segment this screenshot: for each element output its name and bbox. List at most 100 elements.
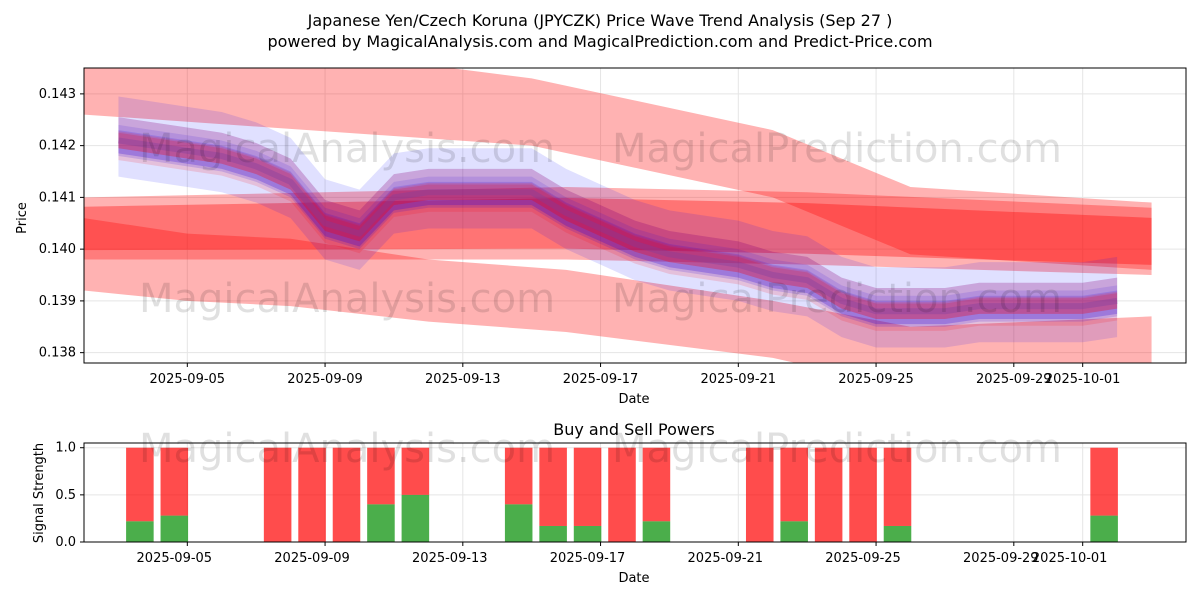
- buy-bar-17: [1090, 515, 1118, 542]
- buy-bar-11: [642, 521, 671, 542]
- trend-ribbon-4: [118, 117, 1118, 320]
- sell-bar-8: [539, 447, 567, 526]
- price-xlabel: Date: [618, 392, 649, 407]
- buy-bar-1: [160, 515, 189, 542]
- trend-ribbon-6: [118, 132, 1118, 320]
- price-ytick-label-5: 0.143: [39, 87, 76, 102]
- trend-ribbon-3: [118, 130, 1118, 327]
- price-ylabel: Price: [15, 202, 30, 234]
- red-band-1: [84, 187, 1152, 276]
- trend-ribbon-5: [118, 131, 1118, 331]
- signal-xtick-label-7: 2025-10-01: [1032, 551, 1108, 566]
- price-panel: MagicalAnalysis.com MagicalPrediction.co…: [15, 67, 1187, 407]
- signal-xtick-label-2: 2025-09-13: [412, 551, 488, 566]
- watermark-bottom-right: MagicalPrediction.com: [612, 426, 1062, 472]
- watermark-top-right-1: MagicalPrediction.com: [612, 126, 1062, 172]
- signal-xtick-label-3: 2025-09-17: [550, 551, 626, 566]
- watermark-top-left-1: MagicalAnalysis.com: [139, 126, 555, 172]
- signal-xtick-label-5: 2025-09-25: [825, 551, 901, 566]
- signal-ytick-label-1: 0.5: [55, 488, 76, 503]
- signal-bars: [126, 447, 1118, 542]
- sell-bar-11: [642, 447, 671, 522]
- signal-ytick-label-2: 1.0: [55, 441, 76, 456]
- red-band-core-1: [84, 197, 1152, 265]
- price-point-11: [496, 191, 499, 194]
- signal-xlabel: Date: [618, 571, 649, 586]
- sell-bar-3: [298, 447, 326, 542]
- price-point-13: [565, 211, 568, 214]
- sell-bar-0: [126, 447, 154, 522]
- signal-title: Buy and Sell Powers: [553, 420, 715, 439]
- price-ticks: 2025-09-05 2025-09-09 2025-09-13 2025-09-17…: [39, 87, 1121, 387]
- price-ytick-label-1: 0.139: [39, 294, 76, 309]
- price-point-15: [634, 242, 637, 245]
- price-ytick-label-2: 0.140: [39, 242, 76, 257]
- price-ytick-label-4: 0.142: [39, 139, 76, 154]
- price-point-18: [737, 263, 740, 266]
- price-ytick-label-0: 0.138: [39, 346, 76, 361]
- sell-bar-2: [263, 447, 292, 542]
- signal-xtick-label-6: 2025-09-29: [963, 551, 1039, 566]
- buy-bar-16: [883, 525, 912, 542]
- price-ytick-label-3: 0.141: [39, 190, 76, 205]
- buy-bar-0: [126, 521, 154, 542]
- signal-xtick-label-1: 2025-09-09: [274, 551, 350, 566]
- signal-ylabel: Signal Strength: [32, 443, 47, 543]
- signal-panel: Buy and Sell Powers MagicalAnalysis.com …: [32, 420, 1187, 586]
- price-xtick-label-0: 2025-09-05: [150, 372, 226, 387]
- buy-bar-9: [573, 525, 602, 542]
- price-point-9: [427, 191, 430, 194]
- buy-bar-6: [401, 494, 430, 542]
- sell-bar-14: [814, 447, 843, 542]
- price-point-0: [117, 139, 120, 142]
- sell-bar-16: [883, 447, 912, 526]
- price-xtick-label-3: 2025-09-17: [563, 372, 639, 387]
- price-xtick-label-7: 2025-10-01: [1045, 372, 1121, 387]
- price-point-6: [324, 222, 327, 225]
- price-xtick-label-2: 2025-09-13: [425, 372, 501, 387]
- price-xtick-label-1: 2025-09-09: [287, 372, 363, 387]
- signal-axes-frame: [83, 442, 1187, 543]
- price-point-16: [668, 253, 671, 256]
- sell-bar-12: [745, 447, 774, 542]
- signal-watermarks: MagicalAnalysis.com MagicalPrediction.co…: [139, 426, 1062, 472]
- trend-ribbon-1: [118, 124, 1118, 348]
- signal-ticks: 2025-09-05 2025-09-09 2025-09-13 2025-09-17…: [55, 441, 1107, 566]
- chart-subtitle: powered by MagicalAnalysis.com and Magic…: [267, 32, 932, 51]
- price-axes-frame: [83, 67, 1187, 364]
- trend-ribbon-2: [118, 117, 1118, 325]
- chart-title: Japanese Yen/Czech Koruna (JPYCZK) Price…: [307, 11, 893, 30]
- sell-bar-9: [573, 447, 602, 526]
- buy-bar-13: [780, 521, 808, 542]
- sell-bar-7: [504, 447, 533, 505]
- signal-xtick-label-0: 2025-09-05: [137, 551, 213, 566]
- price-xtick-label-4: 2025-09-21: [701, 372, 777, 387]
- price-grid: [84, 68, 1186, 363]
- buy-bar-8: [539, 525, 567, 542]
- watermark-top-left-2: MagicalAnalysis.com: [139, 276, 555, 322]
- price-point-8: [392, 196, 395, 199]
- sell-bar-5: [367, 447, 395, 505]
- signal-ytick-label-0: 0.0: [55, 535, 76, 550]
- price-point-14: [599, 227, 602, 230]
- price-point-7: [358, 232, 361, 235]
- sell-bar-15: [849, 447, 877, 542]
- sell-bar-1: [160, 447, 189, 516]
- price-xtick-label-6: 2025-09-29: [976, 372, 1052, 387]
- buy-bar-5: [367, 504, 395, 542]
- price-point-10: [461, 191, 464, 194]
- watermark-bottom-left: MagicalAnalysis.com: [139, 426, 555, 472]
- sell-bar-4: [332, 447, 361, 542]
- watermark-top-right-2: MagicalPrediction.com: [612, 276, 1062, 322]
- sell-bar-13: [780, 447, 808, 522]
- trend-ribbon-0: [118, 96, 1118, 325]
- price-point-17: [702, 258, 705, 261]
- red-band-2: [84, 218, 1152, 363]
- sell-bar-10: [608, 447, 636, 542]
- price-point-5: [289, 180, 292, 183]
- sell-bar-17: [1090, 447, 1118, 516]
- buy-bar-7: [504, 504, 533, 542]
- price-xtick-label-5: 2025-09-25: [838, 372, 914, 387]
